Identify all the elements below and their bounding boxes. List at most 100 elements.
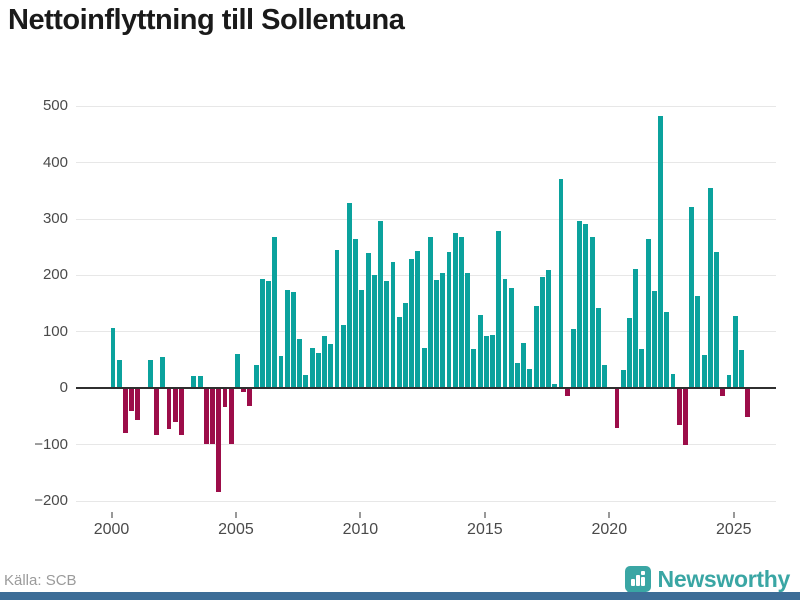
bar-2020-q4 — [626, 317, 632, 389]
x-axis-tick-2000 — [110, 512, 113, 518]
gridline-400 — [76, 162, 776, 164]
bar-2000-q4 — [129, 388, 135, 411]
x-axis-label-2000: 2000 — [93, 521, 130, 538]
y-axis-label-400: 400 — [42, 153, 68, 171]
x-axis-tick-2005 — [234, 512, 237, 518]
bar-2019-q2 — [589, 236, 595, 389]
bar-2023-q3 — [695, 296, 701, 389]
bar-2019-q1 — [583, 224, 589, 389]
bar-2025-q2 — [738, 349, 744, 389]
bar-2002-q3 — [172, 388, 178, 423]
bar-2007-q3 — [297, 339, 303, 389]
bar-2011-q4 — [402, 302, 408, 389]
gridline-200 — [76, 274, 776, 276]
bar-2001-q4 — [154, 388, 159, 436]
y-axis-label-500: 500 — [42, 97, 68, 115]
bar-2018-q2 — [564, 388, 570, 397]
bar-2011-q3 — [396, 317, 402, 389]
bar-2007-q1 — [284, 290, 290, 389]
bar-2012-q2 — [415, 250, 421, 389]
bar-2024-q2 — [714, 252, 719, 389]
bar-2010-q3 — [371, 274, 377, 389]
bar-2024-q3 — [720, 388, 726, 397]
bar-2008-q1 — [309, 347, 315, 389]
bar-2005-q4 — [253, 365, 259, 389]
badge-chart-bar-icon — [630, 579, 635, 586]
y-axis-label--100: −100 — [34, 435, 68, 453]
x-axis-label-2005: 2005 — [218, 521, 254, 538]
bar-2005-q2 — [241, 388, 247, 392]
x-axis-label-2020: 2020 — [591, 521, 628, 538]
x-axis-tick-2020 — [608, 512, 611, 518]
bar-2024-q1 — [707, 187, 713, 389]
badge-exclamation-dot-icon — [640, 571, 645, 575]
bar-2016-q1 — [508, 288, 514, 389]
bar-2013-q4 — [452, 233, 458, 389]
bar-2009-q2 — [340, 325, 346, 389]
bar-2012-q1 — [409, 259, 415, 389]
bar-2011-q2 — [390, 262, 396, 389]
bar-2017-q4 — [552, 384, 558, 389]
bar-2025-q1 — [732, 316, 738, 389]
bar-2006-q1 — [259, 278, 265, 389]
newsworthy-logo[interactable]: Newsworthy — [624, 564, 790, 598]
bar-2013-q2 — [440, 272, 446, 389]
x-axis-tick-2015 — [483, 512, 486, 518]
bar-2010-q2 — [365, 253, 371, 389]
bar-2011-q1 — [384, 281, 390, 389]
bar-2002-q2 — [166, 388, 172, 429]
bar-2015-q1 — [483, 336, 489, 389]
bar-2005-q1 — [234, 354, 240, 389]
bar-2008-q3 — [322, 335, 327, 389]
bar-2023-q4 — [701, 355, 707, 389]
bar-2019-q3 — [595, 308, 601, 389]
bar-2002-q1 — [160, 357, 166, 389]
y-axis-label--200: −200 — [34, 492, 68, 510]
bar-2003-q4 — [203, 388, 209, 444]
bar-2009-q3 — [346, 203, 352, 389]
gridline-500 — [76, 105, 776, 107]
gridline-300 — [76, 218, 776, 220]
gridline-100 — [76, 331, 776, 333]
gridline--100 — [76, 444, 776, 446]
x-axis-label-2025: 2025 — [715, 521, 752, 538]
bar-2016-q3 — [521, 343, 527, 389]
bar-2022-q1 — [658, 115, 663, 389]
bar-2018-q4 — [577, 221, 583, 389]
bottom-accent-bar — [0, 592, 800, 600]
bar-2021-q4 — [651, 290, 657, 389]
y-axis-label-300: 300 — [42, 210, 68, 227]
bar-2015-q3 — [496, 230, 502, 389]
bar-2008-q2 — [315, 353, 321, 389]
bar-2004-q4 — [228, 388, 234, 444]
x-axis-tick-2010 — [359, 512, 362, 518]
bar-2002-q4 — [178, 388, 184, 436]
bar-2021-q1 — [633, 269, 639, 389]
bar-2014-q3 — [471, 348, 477, 389]
bar-2021-q2 — [639, 348, 645, 389]
bar-2008-q4 — [328, 344, 334, 389]
x-axis-label-2010: 2010 — [342, 521, 379, 538]
zero-axis-line — [76, 386, 776, 389]
bar-2007-q2 — [290, 291, 296, 389]
bar-2000-q1 — [110, 327, 116, 389]
page-title: Nettoinflyttning till Sollentuna — [8, 4, 405, 36]
bar-2007-q4 — [303, 375, 309, 389]
bar-2018-q3 — [570, 329, 576, 389]
bar-2013-q3 — [446, 252, 452, 389]
bar-2010-q1 — [359, 290, 365, 389]
bar-2003-q3 — [197, 376, 203, 389]
bar-2001-q3 — [147, 360, 153, 389]
bar-2015-q2 — [490, 334, 495, 389]
bar-2017-q2 — [539, 276, 545, 389]
bar-2010-q4 — [378, 220, 383, 389]
bar-2025-q3 — [745, 388, 751, 417]
bar-2020-q3 — [620, 370, 626, 389]
bar-2018-q1 — [558, 178, 564, 389]
bar-2022-q2 — [664, 312, 670, 389]
bar-2023-q2 — [689, 207, 695, 389]
bar-2014-q4 — [477, 314, 483, 389]
bar-2020-q2 — [614, 388, 620, 429]
bar-2016-q2 — [514, 363, 520, 389]
